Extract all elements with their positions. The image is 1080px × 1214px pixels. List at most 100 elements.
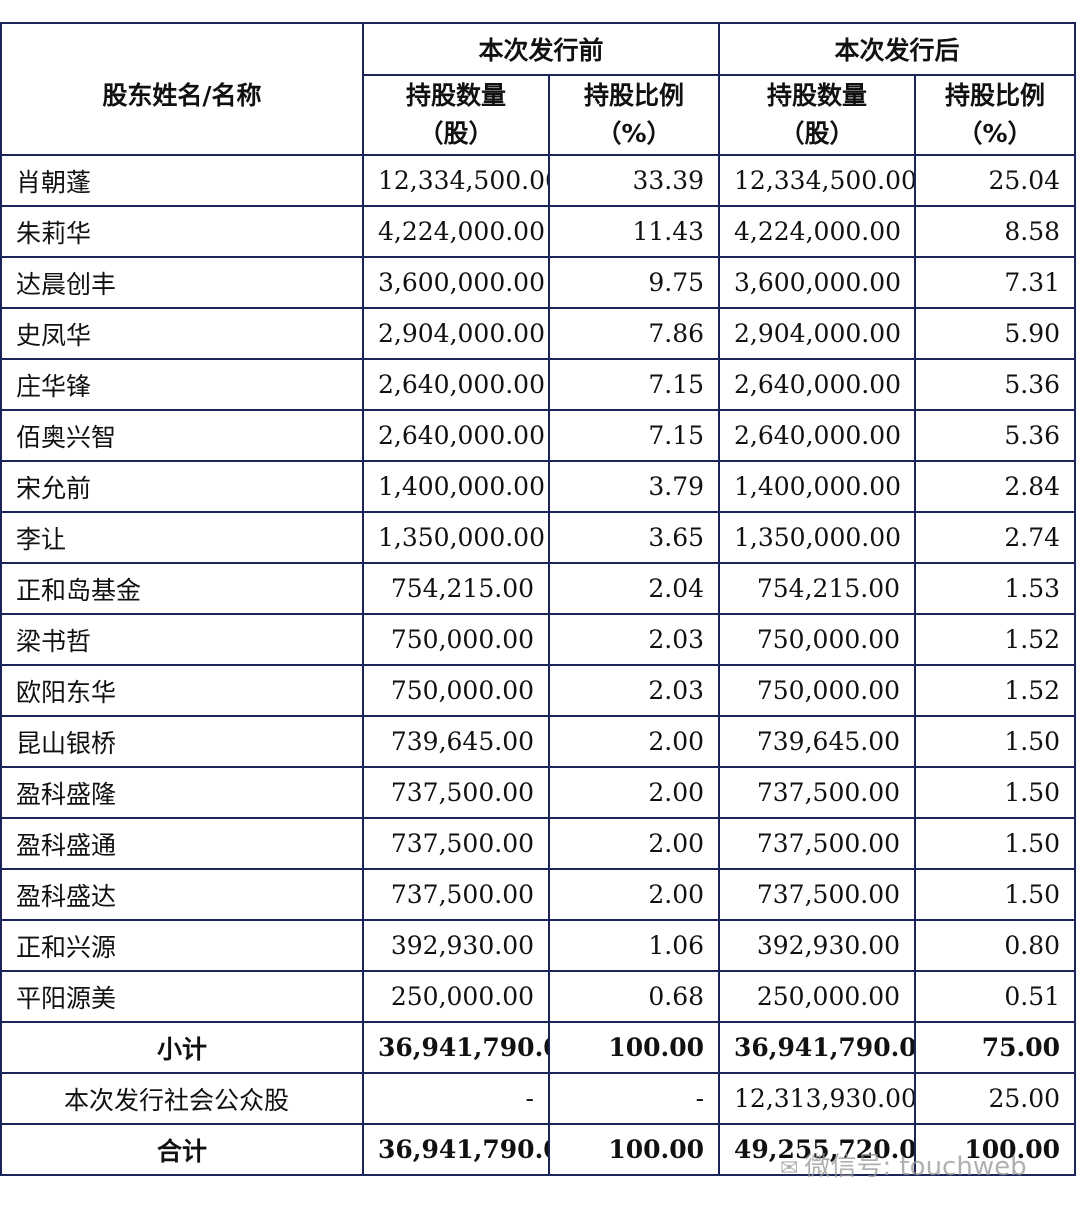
table-row: 盈科盛隆 737,500.00 2.00 737,500.00 1.50 <box>0 766 1077 819</box>
subtotal-qty-after: 36,941,790.00 <box>718 1021 917 1074</box>
qty-before: 750,000.00 <box>362 613 550 666</box>
qty-before: 754,215.00 <box>362 562 550 615</box>
shareholder-name: 肖朝蓬 <box>0 154 364 207</box>
public-shares-label: 本次发行社会公众股 <box>0 1072 364 1125</box>
pct-before: 7.15 <box>547 358 721 411</box>
pct-after: 1.50 <box>914 868 1077 921</box>
table-row: 盈科盛达 737,500.00 2.00 737,500.00 1.50 <box>0 868 1077 921</box>
pct-after: 2.74 <box>914 511 1077 564</box>
shareholder-name: 盈科盛隆 <box>0 766 364 819</box>
pct-after: 1.52 <box>914 664 1077 717</box>
subtotal-pct-before: 100.00 <box>547 1021 721 1074</box>
table-row: 正和兴源 392,930.00 1.06 392,930.00 0.80 <box>0 919 1077 972</box>
table-row: 肖朝蓬 12,334,500.00 33.39 12,334,500.00 25.04 <box>0 154 1077 207</box>
shareholder-name: 平阳源美 <box>0 970 364 1023</box>
pct-after: 1.50 <box>914 766 1077 819</box>
qty-before: 1,400,000.00 <box>362 460 550 513</box>
pct-after: 2.84 <box>914 460 1077 513</box>
qty-before: 2,640,000.00 <box>362 358 550 411</box>
pct-after: 1.53 <box>914 562 1077 615</box>
subtotal-row: 小计 36,941,790.00 100.00 36,941,790.00 75… <box>0 1021 1077 1074</box>
pct-after: 5.90 <box>914 307 1077 360</box>
qty-after: 1,350,000.00 <box>718 511 917 564</box>
header-before-issue: 本次发行前 <box>361 22 721 76</box>
table-row: 朱莉华 4,224,000.00 11.43 4,224,000.00 8.58 <box>0 205 1077 258</box>
qty-after: 737,500.00 <box>718 766 917 819</box>
table-row: 李让 1,350,000.00 3.65 1,350,000.00 2.74 <box>0 511 1077 564</box>
pct-after: 8.58 <box>914 205 1077 258</box>
total-row: 合计 36,941,790.00 100.00 49,255,720.00 10… <box>0 1123 1077 1176</box>
qty-after: 737,500.00 <box>718 817 917 870</box>
shareholder-name: 宋允前 <box>0 460 364 513</box>
pct-after: 25.04 <box>914 154 1077 207</box>
pct-after: 0.80 <box>914 919 1077 972</box>
header-after-issue: 本次发行后 <box>718 22 1077 76</box>
shareholder-name: 欧阳东华 <box>0 664 364 717</box>
header-pct-label: 持股比例 <box>945 81 1046 110</box>
table-row: 梁书哲 750,000.00 2.03 750,000.00 1.52 <box>0 613 1077 666</box>
pct-before: 9.75 <box>547 256 721 309</box>
pct-before: 11.43 <box>547 205 721 258</box>
qty-before: 750,000.00 <box>362 664 550 717</box>
table-row: 宋允前 1,400,000.00 3.79 1,400,000.00 2.84 <box>0 460 1077 513</box>
header-qty-after: 持股数量 （股） <box>718 74 917 156</box>
pct-after: 0.51 <box>914 970 1077 1023</box>
header-pct-unit: （%） <box>957 119 1033 148</box>
public-qty-after: 12,313,930.00 <box>718 1072 917 1125</box>
pct-before: 2.00 <box>547 715 721 768</box>
subtotal-qty-before: 36,941,790.00 <box>362 1021 550 1074</box>
qty-after: 750,000.00 <box>718 613 917 666</box>
header-qty-unit: （股） <box>418 119 494 148</box>
shareholder-name: 达晨创丰 <box>0 256 364 309</box>
table-row: 平阳源美 250,000.00 0.68 250,000.00 0.51 <box>0 970 1077 1023</box>
table-row: 盈科盛通 737,500.00 2.00 737,500.00 1.50 <box>0 817 1077 870</box>
qty-after: 754,215.00 <box>718 562 917 615</box>
table-row: 昆山银桥 739,645.00 2.00 739,645.00 1.50 <box>0 715 1077 768</box>
shareholding-table-container: 股东姓名/名称 本次发行前 本次发行后 持股数量 （股） 持股比例 （%） 持股… <box>0 22 1077 1176</box>
public-shares-row: 本次发行社会公众股 - - 12,313,930.00 25.00 <box>0 1072 1077 1125</box>
shareholder-name: 李让 <box>0 511 364 564</box>
shareholding-table: 股东姓名/名称 本次发行前 本次发行后 持股数量 （股） 持股比例 （%） 持股… <box>0 22 1077 1176</box>
table-row: 达晨创丰 3,600,000.00 9.75 3,600,000.00 7.31 <box>0 256 1077 309</box>
qty-after: 1,400,000.00 <box>718 460 917 513</box>
header-pct-before: 持股比例 （%） <box>547 74 721 156</box>
public-qty-before: - <box>362 1072 550 1125</box>
header-qty-label: 持股数量 <box>405 81 506 110</box>
shareholder-name: 盈科盛通 <box>0 817 364 870</box>
pct-before: 2.03 <box>547 664 721 717</box>
pct-before: 2.03 <box>547 613 721 666</box>
qty-before: 3,600,000.00 <box>362 256 550 309</box>
pct-before: 33.39 <box>547 154 721 207</box>
watermark-text: 微信号: touchweb <box>804 1152 1027 1182</box>
qty-before: 2,640,000.00 <box>362 409 550 462</box>
total-label: 合计 <box>0 1123 364 1176</box>
total-qty-after: 49,255,720.00 <box>718 1123 917 1176</box>
shareholder-name: 佰奥兴智 <box>0 409 364 462</box>
qty-after: 737,500.00 <box>718 868 917 921</box>
pct-before: 2.00 <box>547 817 721 870</box>
shareholder-name: 昆山银桥 <box>0 715 364 768</box>
pct-before: 2.04 <box>547 562 721 615</box>
header-shareholder: 股东姓名/名称 <box>0 22 364 156</box>
header-pct-after: 持股比例 （%） <box>914 74 1077 156</box>
qty-before: 250,000.00 <box>362 970 550 1023</box>
pct-after: 1.52 <box>914 613 1077 666</box>
shareholder-name: 盈科盛达 <box>0 868 364 921</box>
table-row: 正和岛基金 754,215.00 2.04 754,215.00 1.53 <box>0 562 1077 615</box>
qty-before: 737,500.00 <box>362 868 550 921</box>
qty-after: 4,224,000.00 <box>718 205 917 258</box>
qty-after: 250,000.00 <box>718 970 917 1023</box>
shareholder-name: 朱莉华 <box>0 205 364 258</box>
pct-after: 1.50 <box>914 817 1077 870</box>
shareholder-name: 正和岛基金 <box>0 562 364 615</box>
shareholder-name: 正和兴源 <box>0 919 364 972</box>
subtotal-pct-after: 75.00 <box>914 1021 1077 1074</box>
shareholder-name: 庄华锋 <box>0 358 364 411</box>
qty-before: 1,350,000.00 <box>362 511 550 564</box>
qty-before: 737,500.00 <box>362 817 550 870</box>
table-header: 股东姓名/名称 本次发行前 本次发行后 持股数量 （股） 持股比例 （%） 持股… <box>0 22 1077 156</box>
header-pct-label: 持股比例 <box>584 81 685 110</box>
qty-after: 2,640,000.00 <box>718 409 917 462</box>
header-qty-label: 持股数量 <box>767 81 868 110</box>
table-row: 佰奥兴智 2,640,000.00 7.15 2,640,000.00 5.36 <box>0 409 1077 462</box>
